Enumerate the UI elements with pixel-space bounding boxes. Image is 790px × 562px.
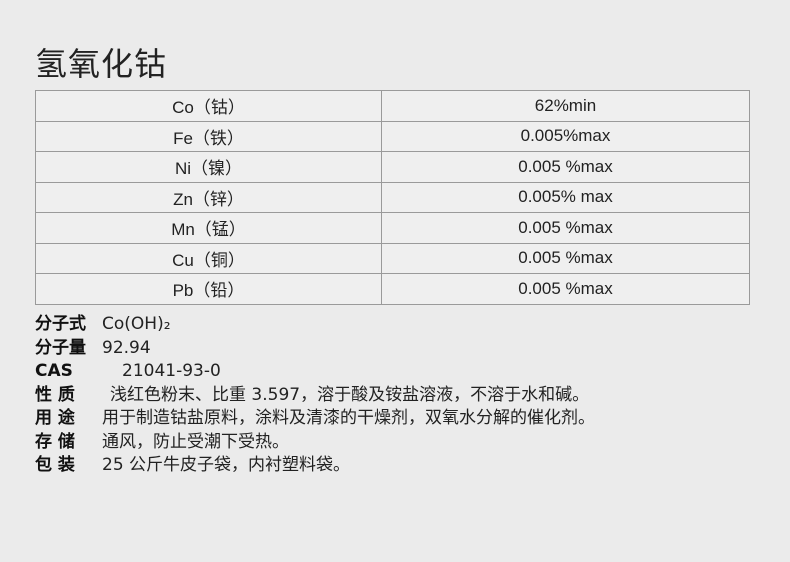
property-row: 分子式 Co(OH)₂ [35, 313, 595, 337]
element-cell: Cu（铜） [35, 242, 382, 274]
property-value: Co(OH)₂ [102, 314, 171, 334]
element-cell: Pb（铅） [35, 273, 382, 305]
property-value: 通风，防止受潮下受热。 [102, 431, 289, 452]
properties-list: 分子式 Co(OH)₂ 分子量 92.94 CAS 21041-93-0 性 质 浅红色粉末、… [35, 313, 595, 478]
property-row: 包 装 25 公斤牛皮子袋，内衬塑料袋。 [35, 454, 595, 478]
page-title: 氢氧化钴 [35, 45, 168, 84]
table-row: Mn（锰） 0.005 %max [35, 212, 750, 244]
property-label: CAS [35, 361, 73, 381]
value-cell: 62%min [381, 90, 750, 122]
property-row: 性 质 浅红色粉末、比重 3.597，溶于酸及铵盐溶液，不溶于水和碱。 [35, 384, 595, 408]
property-value: 92.94 [102, 337, 151, 358]
property-row: 用 途 用于制造钴盐原料，涂料及清漆的干燥剂，双氧水分解的催化剂。 [35, 407, 595, 431]
property-label: 性 质 [35, 384, 75, 405]
property-row: 分子量 92.94 [35, 337, 595, 361]
value-cell: 0.005 %max [381, 273, 750, 305]
element-cell: Ni（镍） [35, 151, 382, 183]
value-cell: 0.005 %max [381, 242, 750, 274]
property-label: 分子式 [35, 314, 86, 334]
property-label: 包 装 [35, 455, 75, 475]
property-value: 25 公斤牛皮子袋，内衬塑料袋。 [102, 455, 351, 475]
table-row: Zn（锌） 0.005% max [35, 181, 750, 213]
value-cell: 0.005 %max [381, 151, 750, 183]
value-cell: 0.005%max [381, 120, 750, 152]
table-row: Pb（铅） 0.005 %max [35, 273, 750, 305]
value-cell: 0.005 %max [381, 212, 750, 244]
property-row: 存 储 通风，防止受潮下受热。 [35, 431, 595, 455]
property-label: 存 储 [35, 431, 75, 452]
property-value: 浅红色粉末、比重 3.597，溶于酸及铵盐溶液，不溶于水和碱。 [110, 384, 590, 405]
table-row: Cu（铜） 0.005 %max [35, 242, 750, 274]
table-row: Fe（铁） 0.005%max [35, 120, 750, 152]
property-label: 分子量 [35, 337, 86, 358]
table-row: Ni（镍） 0.005 %max [35, 151, 750, 183]
property-row: CAS 21041-93-0 [35, 360, 595, 384]
table-row: Co（钴） 62%min [35, 90, 750, 122]
spec-table: Co（钴） 62%min Fe（铁） 0.005%max Ni（镍） 0.005 %max… [35, 90, 750, 305]
element-cell: Mn（锰） [35, 212, 382, 244]
element-cell: Co（钴） [35, 90, 382, 122]
property-label: 用 途 [35, 408, 75, 428]
element-cell: Fe（铁） [35, 120, 382, 152]
property-value: 用于制造钴盐原料，涂料及清漆的干燥剂，双氧水分解的催化剂。 [102, 408, 595, 428]
property-value: 21041-93-0 [122, 361, 221, 381]
value-cell: 0.005% max [381, 181, 750, 213]
element-cell: Zn（锌） [35, 181, 382, 213]
